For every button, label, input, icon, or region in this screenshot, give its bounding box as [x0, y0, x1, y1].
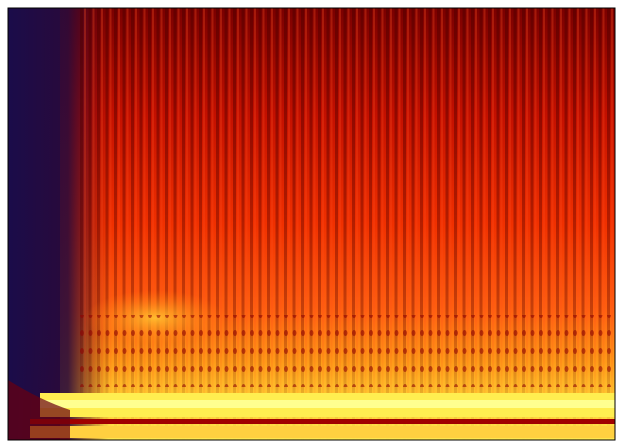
page: [0, 0, 620, 445]
spectrogram: [0, 0, 620, 445]
band-core: [40, 400, 615, 408]
band-dark: [30, 419, 615, 424]
band-bottom: [30, 426, 615, 438]
resonance-dots: [80, 315, 615, 387]
